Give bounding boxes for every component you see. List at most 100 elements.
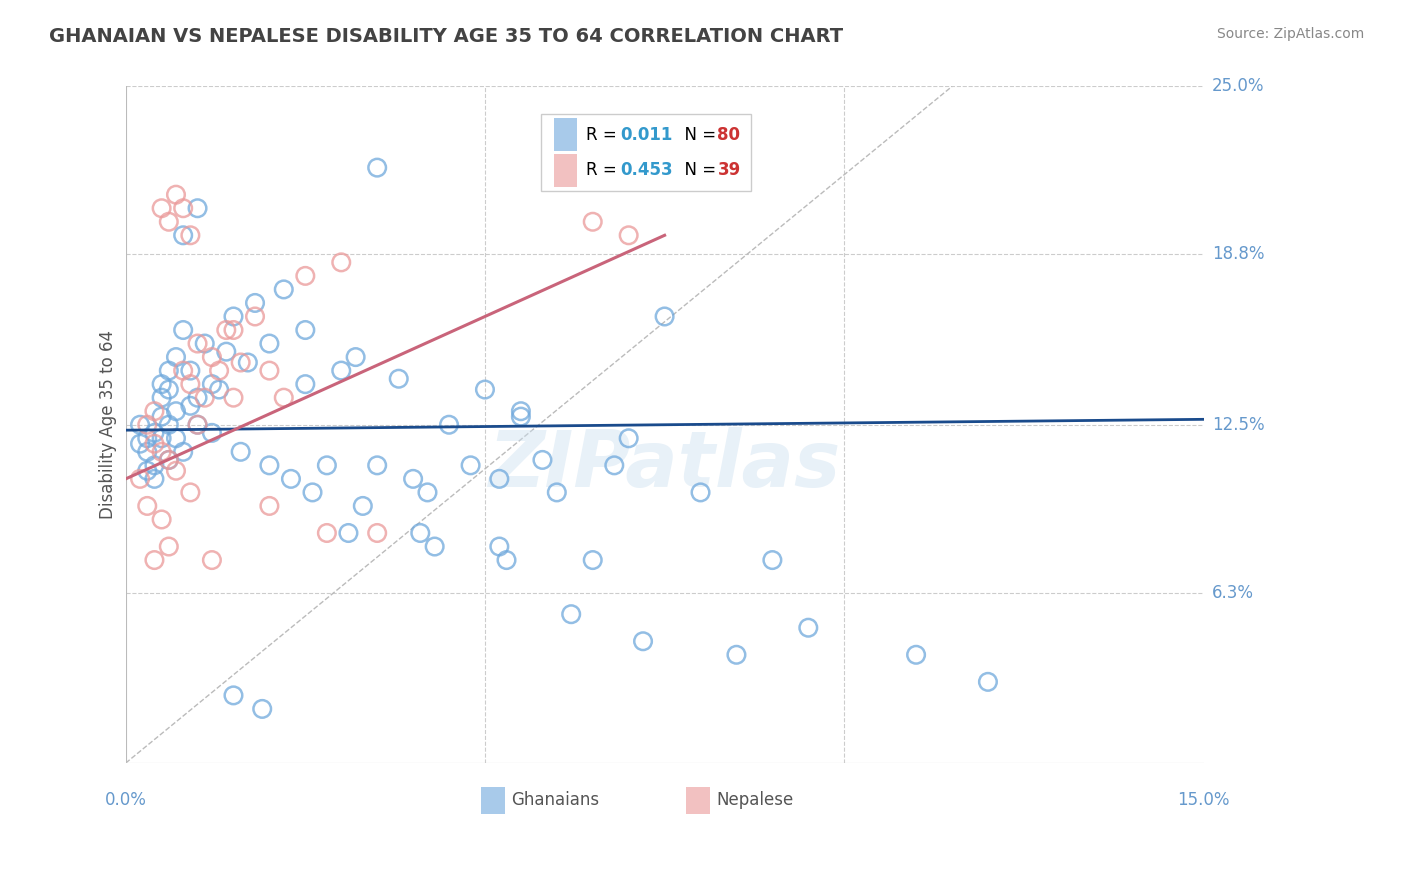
Point [294, 268, 316, 283]
Point [315, 526, 337, 541]
Point [222, 689, 245, 703]
Point [136, 417, 159, 432]
Point [150, 391, 173, 405]
Text: 0.011: 0.011 [620, 126, 673, 144]
Point [689, 485, 711, 500]
Point [259, 363, 281, 377]
Point [187, 417, 209, 432]
Point [366, 526, 388, 541]
Text: 12.5%: 12.5% [1212, 416, 1264, 434]
Point [409, 526, 432, 541]
Point [294, 323, 316, 337]
Point [617, 431, 640, 445]
Point [280, 472, 302, 486]
Point [129, 417, 152, 432]
Point [509, 409, 531, 424]
Point [143, 458, 166, 473]
Point [488, 540, 510, 554]
Text: GHANAIAN VS NEPALESE DISABILITY AGE 35 TO 64 CORRELATION CHART: GHANAIAN VS NEPALESE DISABILITY AGE 35 T… [49, 27, 844, 45]
Point [402, 472, 425, 486]
Point [157, 363, 180, 377]
Point [179, 363, 201, 377]
Point [388, 372, 411, 386]
Point [330, 255, 353, 269]
Point [243, 296, 266, 310]
Point [509, 404, 531, 418]
Point [366, 458, 388, 473]
Point [136, 464, 159, 478]
Point [165, 404, 187, 418]
Point [165, 350, 187, 364]
Point [194, 391, 217, 405]
Point [905, 648, 928, 662]
Point [143, 436, 166, 450]
Point [143, 404, 166, 418]
Point [179, 485, 201, 500]
Point [273, 391, 295, 405]
Point [179, 399, 201, 413]
Point [617, 228, 640, 243]
Point [222, 391, 245, 405]
Point [603, 458, 626, 473]
Point [582, 215, 605, 229]
Point [208, 363, 231, 377]
Point [250, 702, 273, 716]
Point [273, 282, 295, 296]
Point [201, 377, 224, 392]
Text: 25.0%: 25.0% [1212, 78, 1264, 95]
Point [315, 458, 337, 473]
Point [495, 553, 517, 567]
Text: 6.3%: 6.3% [1212, 583, 1254, 601]
Point [150, 377, 173, 392]
Point [977, 674, 1000, 689]
Text: 0.453: 0.453 [620, 161, 673, 179]
Text: 80: 80 [717, 126, 741, 144]
Point [294, 377, 316, 392]
Point [157, 453, 180, 467]
Point [488, 472, 510, 486]
Point [165, 464, 187, 478]
Point [330, 363, 353, 377]
Bar [686, 787, 710, 814]
Text: R =: R = [586, 126, 621, 144]
Point [201, 425, 224, 440]
Point [531, 453, 554, 467]
Point [582, 161, 605, 175]
Point [201, 553, 224, 567]
Bar [554, 154, 578, 186]
Point [337, 526, 360, 541]
Text: 15.0%: 15.0% [1177, 791, 1230, 809]
Point [243, 310, 266, 324]
Point [187, 201, 209, 215]
Point [222, 323, 245, 337]
Point [797, 621, 820, 635]
Point [366, 161, 388, 175]
Point [187, 336, 209, 351]
Point [201, 350, 224, 364]
Bar [541, 113, 751, 191]
Point [172, 363, 194, 377]
Point [136, 499, 159, 513]
Bar [554, 119, 578, 151]
Bar [481, 787, 505, 814]
Point [129, 472, 152, 486]
Text: N =: N = [675, 126, 721, 144]
Point [460, 458, 482, 473]
Text: N =: N = [675, 161, 721, 179]
Point [143, 553, 166, 567]
Point [474, 383, 496, 397]
Point [215, 323, 238, 337]
Point [172, 445, 194, 459]
Point [631, 634, 654, 648]
Point [416, 485, 439, 500]
Point [222, 310, 245, 324]
Point [136, 445, 159, 459]
Y-axis label: Disability Age 35 to 64: Disability Age 35 to 64 [100, 330, 117, 519]
Point [208, 383, 231, 397]
Point [150, 512, 173, 526]
Point [179, 228, 201, 243]
Text: R =: R = [586, 161, 621, 179]
Point [560, 607, 582, 622]
Text: Ghanaians: Ghanaians [512, 791, 600, 809]
Point [150, 409, 173, 424]
